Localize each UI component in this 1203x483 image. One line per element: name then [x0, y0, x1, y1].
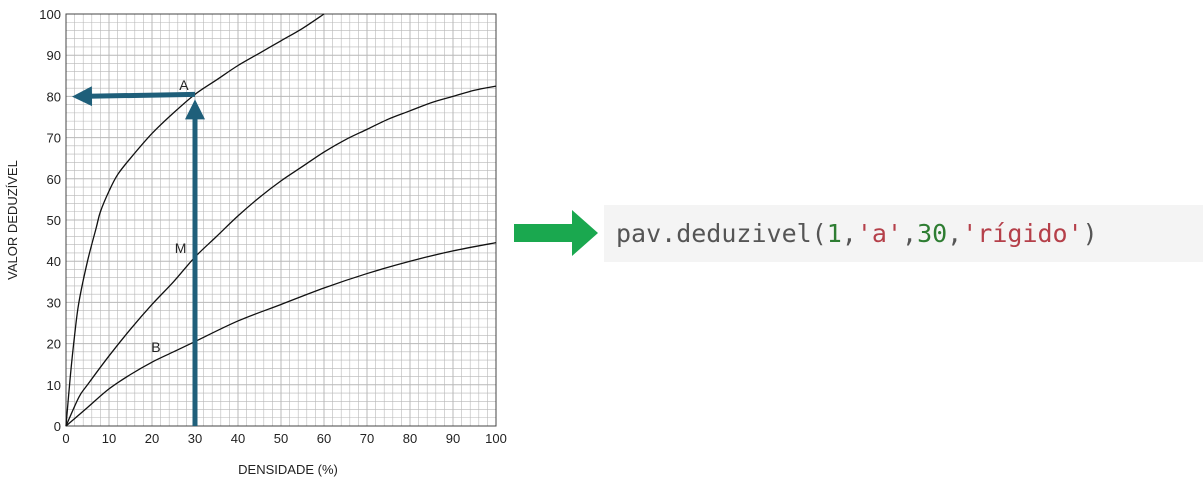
code-token-str: 'a': [856, 219, 902, 248]
code-token-plain: pav.deduzivel(: [616, 219, 827, 248]
x-tick-label: 20: [145, 431, 159, 446]
code-snippet: pav.deduzivel(1, 'a', 30, 'rígido'): [604, 205, 1203, 262]
curve-a: [65, 13, 325, 427]
code-token-num: 1: [826, 219, 842, 248]
x-tick-label: 40: [231, 431, 245, 446]
y-tick-label: 10: [47, 378, 61, 393]
curve-b: [65, 242, 497, 427]
y-tick-label: 90: [47, 48, 61, 63]
y-tick-label: 100: [39, 7, 61, 22]
x-tick-label: 10: [102, 431, 116, 446]
right-arrow-icon: [514, 210, 598, 256]
curve-label-a: A: [179, 77, 189, 93]
horizontal-reading-arrow: [72, 86, 196, 107]
x-tick-label: 80: [403, 431, 417, 446]
x-tick-label: 70: [360, 431, 374, 446]
x-tick-label: 60: [317, 431, 331, 446]
x-tick-label: 50: [274, 431, 288, 446]
x-tick-label: 90: [446, 431, 460, 446]
y-tick-label: 70: [47, 131, 61, 146]
y-tick-label: 50: [47, 213, 61, 228]
tick-labels: 0 10 20 30 40 50 60 70 80 90 100 0 10 20 30 40 50 60 70 80 9…: [39, 7, 507, 446]
code-token-plain: ,: [902, 219, 918, 248]
code-token-plain: ,: [841, 219, 857, 248]
x-axis-title: DENSIDADE (%): [238, 462, 338, 477]
curve-annotations: A M B: [151, 77, 189, 355]
curve-label-m: M: [175, 240, 187, 256]
code-token-num: 30: [917, 219, 948, 248]
x-tick-label: 30: [188, 431, 202, 446]
y-tick-label: 20: [47, 337, 61, 352]
y-tick-label: 60: [47, 172, 61, 187]
y-axis-title: VALOR DEDUZÍVEL: [5, 160, 20, 280]
curve-label-b: B: [151, 339, 160, 355]
curves: [65, 13, 497, 427]
y-tick-label: 80: [47, 89, 61, 104]
code-token-plain: ,: [947, 219, 963, 248]
curve-m: [65, 85, 497, 427]
code-token-plain: ): [1082, 219, 1098, 248]
y-tick-label: 0: [54, 419, 61, 434]
reading-arrows: [72, 86, 205, 426]
x-tick-label: 0: [62, 431, 69, 446]
x-tick-label: 100: [485, 431, 507, 446]
grid: [65, 13, 497, 427]
code-token-str: 'rígido': [962, 219, 1083, 248]
plot-frame: [65, 13, 497, 427]
y-tick-label: 40: [47, 254, 61, 269]
y-tick-label: 30: [47, 295, 61, 310]
deduct-value-chart: 0 10 20 30 40 50 60 70 80 90 100 0 10 20 30 40 50 60 70 80 9…: [5, 7, 507, 477]
